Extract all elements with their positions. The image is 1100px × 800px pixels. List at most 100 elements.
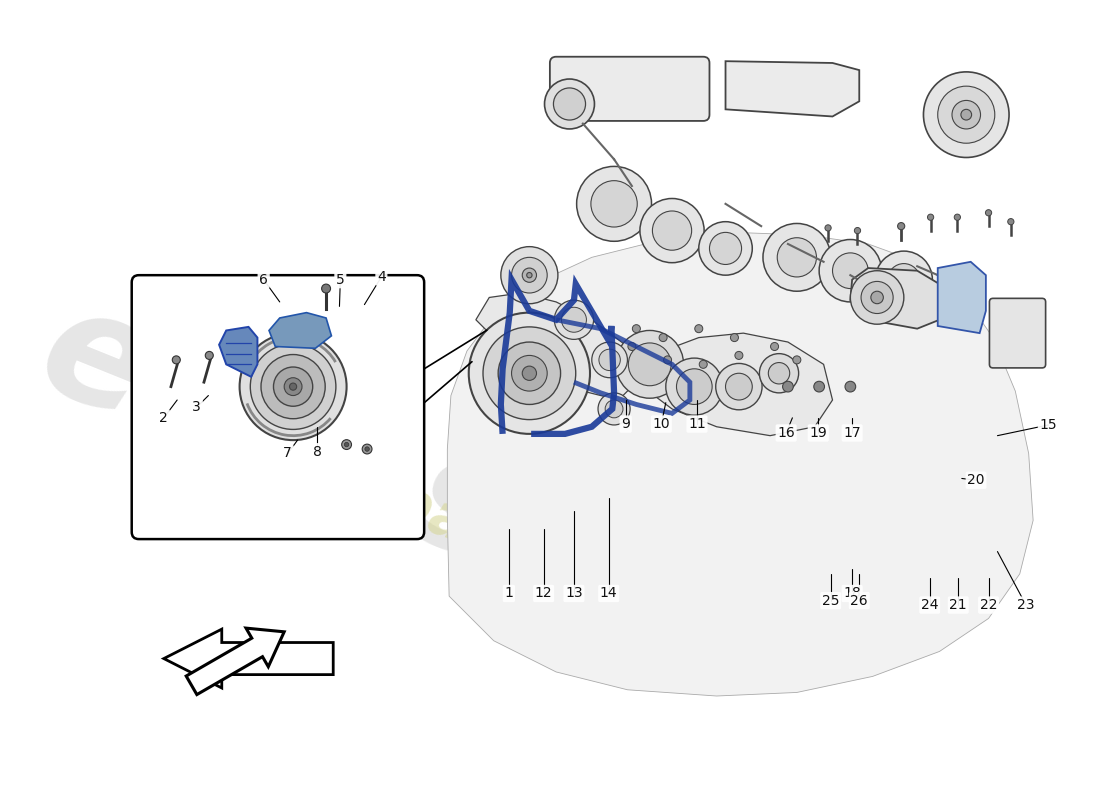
Text: 3: 3 xyxy=(192,400,201,414)
Polygon shape xyxy=(164,629,333,688)
FancyBboxPatch shape xyxy=(132,275,425,539)
Text: 6: 6 xyxy=(260,273,268,286)
Circle shape xyxy=(592,342,627,378)
Circle shape xyxy=(576,166,651,242)
Polygon shape xyxy=(937,262,986,333)
Circle shape xyxy=(632,325,640,333)
Circle shape xyxy=(554,300,594,339)
Circle shape xyxy=(284,378,302,395)
Circle shape xyxy=(261,354,326,418)
FancyBboxPatch shape xyxy=(989,298,1046,368)
Circle shape xyxy=(888,263,920,296)
Text: 18: 18 xyxy=(844,586,861,601)
Text: 1: 1 xyxy=(505,586,514,601)
Circle shape xyxy=(850,270,904,324)
Circle shape xyxy=(952,101,980,129)
Circle shape xyxy=(698,222,752,275)
Circle shape xyxy=(898,222,904,230)
Circle shape xyxy=(652,211,692,250)
Circle shape xyxy=(855,227,860,234)
FancyBboxPatch shape xyxy=(550,57,710,121)
Circle shape xyxy=(365,447,370,451)
Circle shape xyxy=(793,356,801,364)
Circle shape xyxy=(876,251,933,308)
Circle shape xyxy=(605,400,623,418)
Circle shape xyxy=(768,362,790,384)
Text: 14: 14 xyxy=(600,586,617,601)
Text: 22: 22 xyxy=(980,598,998,612)
Text: 5: 5 xyxy=(336,273,344,286)
Circle shape xyxy=(1008,218,1014,225)
Polygon shape xyxy=(726,61,859,117)
Circle shape xyxy=(274,367,312,406)
Circle shape xyxy=(544,79,594,129)
Polygon shape xyxy=(476,293,637,400)
Text: 13: 13 xyxy=(565,586,583,601)
Polygon shape xyxy=(448,232,1033,696)
Circle shape xyxy=(173,356,180,364)
Text: 15: 15 xyxy=(1040,418,1057,432)
Circle shape xyxy=(814,382,825,392)
Circle shape xyxy=(663,356,672,364)
Circle shape xyxy=(763,223,830,291)
Text: 19: 19 xyxy=(810,426,827,440)
Circle shape xyxy=(553,88,585,120)
Circle shape xyxy=(730,334,738,342)
Circle shape xyxy=(628,343,671,386)
Circle shape xyxy=(251,344,336,430)
Circle shape xyxy=(640,198,704,262)
Circle shape xyxy=(676,369,712,405)
Circle shape xyxy=(561,307,586,332)
Circle shape xyxy=(825,225,832,231)
Circle shape xyxy=(522,268,537,282)
Circle shape xyxy=(954,214,960,220)
Text: euros: euros xyxy=(19,273,532,598)
Circle shape xyxy=(616,330,683,398)
Text: 25: 25 xyxy=(822,594,839,608)
Text: 23: 23 xyxy=(1018,598,1035,612)
Circle shape xyxy=(598,349,620,370)
Text: 26: 26 xyxy=(850,594,868,608)
Circle shape xyxy=(500,246,558,304)
Circle shape xyxy=(591,181,637,227)
Circle shape xyxy=(833,253,868,289)
Polygon shape xyxy=(637,333,833,436)
Circle shape xyxy=(927,214,934,220)
Circle shape xyxy=(871,291,883,304)
Circle shape xyxy=(483,327,575,420)
Circle shape xyxy=(628,342,636,350)
Text: 16: 16 xyxy=(778,426,795,440)
Circle shape xyxy=(937,86,994,143)
Circle shape xyxy=(512,355,547,391)
Circle shape xyxy=(512,258,547,293)
Circle shape xyxy=(240,333,346,440)
Circle shape xyxy=(726,374,752,400)
Polygon shape xyxy=(219,327,257,377)
Circle shape xyxy=(778,238,816,277)
Circle shape xyxy=(666,358,723,415)
Text: 11: 11 xyxy=(689,417,706,431)
Circle shape xyxy=(735,351,743,359)
Circle shape xyxy=(771,342,779,350)
Circle shape xyxy=(845,382,856,392)
Circle shape xyxy=(986,210,992,216)
Text: 7: 7 xyxy=(284,446,293,461)
Text: a passion f: a passion f xyxy=(326,450,679,636)
Text: 9: 9 xyxy=(621,417,630,431)
Circle shape xyxy=(342,440,352,450)
Circle shape xyxy=(695,325,703,333)
Circle shape xyxy=(206,351,213,359)
Circle shape xyxy=(522,366,537,380)
Text: 12: 12 xyxy=(535,586,552,601)
Circle shape xyxy=(700,360,707,368)
Circle shape xyxy=(289,383,297,390)
Text: 17: 17 xyxy=(844,426,861,440)
Text: 24: 24 xyxy=(921,598,938,612)
Circle shape xyxy=(716,363,762,410)
Circle shape xyxy=(961,110,971,120)
Circle shape xyxy=(321,284,330,293)
Circle shape xyxy=(820,239,881,302)
Text: 8: 8 xyxy=(312,445,321,458)
Circle shape xyxy=(710,232,741,265)
Circle shape xyxy=(924,72,1009,158)
